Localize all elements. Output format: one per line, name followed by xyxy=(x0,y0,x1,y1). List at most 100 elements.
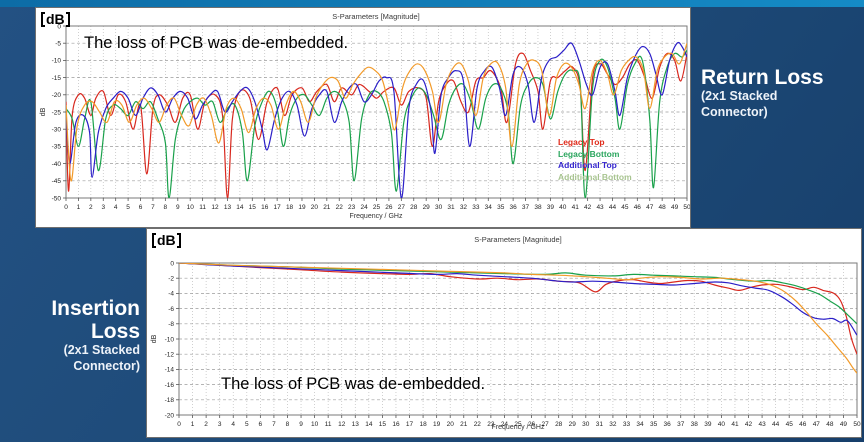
svg-text:13: 13 xyxy=(224,204,232,211)
svg-text:10: 10 xyxy=(187,204,195,211)
svg-text:-50: -50 xyxy=(52,195,62,202)
svg-text:0: 0 xyxy=(57,23,61,30)
svg-text:41: 41 xyxy=(731,421,739,428)
svg-text:3: 3 xyxy=(101,204,105,211)
svg-text:37: 37 xyxy=(522,204,530,211)
svg-text:19: 19 xyxy=(433,421,441,428)
return-loss-chart-panel: 0 1 2 3 4 5 6 7 8 9 10 11 12 13 14 15 16 17 18 19 20 21 22 23 24… xyxy=(35,7,691,228)
insertion-loss-chart-panel: 0 1 2 3 4 5 6 7 8 9 10 11 12 13 14 15 16 17 18 19 20 21 22 23 24… xyxy=(146,228,862,438)
svg-text:15: 15 xyxy=(249,204,257,211)
svg-text:6: 6 xyxy=(259,421,263,428)
svg-text:14: 14 xyxy=(236,204,244,211)
svg-text:44: 44 xyxy=(772,421,780,428)
svg-text:42: 42 xyxy=(745,421,753,428)
svg-text:0: 0 xyxy=(170,260,174,267)
right-bracket-glyph xyxy=(65,11,70,27)
svg-text:45: 45 xyxy=(621,204,629,211)
svg-text:47: 47 xyxy=(646,204,654,211)
right-bracket-glyph xyxy=(176,232,181,248)
series-additional-top xyxy=(179,263,857,336)
svg-text:31: 31 xyxy=(447,204,455,211)
x-axis-label: Frequency / GHz xyxy=(349,213,403,220)
legend: Legacy Top Legacy Bottom Additional Top Add… xyxy=(558,137,632,183)
svg-text:45: 45 xyxy=(786,421,794,428)
svg-text:32: 32 xyxy=(609,421,617,428)
svg-text:36: 36 xyxy=(510,204,518,211)
svg-text:48: 48 xyxy=(826,421,834,428)
svg-text:6: 6 xyxy=(139,204,143,211)
svg-text:-15: -15 xyxy=(52,75,62,82)
svg-text:8: 8 xyxy=(286,421,290,428)
svg-text:-10: -10 xyxy=(52,58,62,65)
deembed-annotation: The loss of PCB was de-embedded. xyxy=(221,375,486,393)
db-corner-label: dB xyxy=(41,11,70,27)
series-legacy-top xyxy=(66,52,687,198)
svg-text:3: 3 xyxy=(218,421,222,428)
legend-item: Additional Top xyxy=(558,160,617,170)
svg-text:28: 28 xyxy=(410,204,418,211)
svg-text:12: 12 xyxy=(211,204,219,211)
insertion-loss-chart: 0 1 2 3 4 5 6 7 8 9 10 11 12 13 14 15 16 17 18 19 20 21 22 23 24… xyxy=(151,260,861,428)
svg-text:4: 4 xyxy=(231,421,235,428)
svg-text:43: 43 xyxy=(758,421,766,428)
svg-text:12: 12 xyxy=(338,421,346,428)
svg-text:36: 36 xyxy=(664,421,672,428)
svg-text:0: 0 xyxy=(177,421,181,428)
svg-text:23: 23 xyxy=(487,421,495,428)
svg-text:43: 43 xyxy=(596,204,604,211)
svg-text:46: 46 xyxy=(634,204,642,211)
insertion-loss-title: Insertion Loss xyxy=(51,297,140,344)
svg-text:-20: -20 xyxy=(52,92,62,99)
svg-text:34: 34 xyxy=(636,421,644,428)
series-legacy-bottom xyxy=(66,49,687,198)
legend-item: Legacy Top xyxy=(558,137,605,147)
svg-text:28: 28 xyxy=(555,421,563,428)
svg-text:13: 13 xyxy=(352,421,360,428)
return-loss-subtitle-1: (2x1 Stacked xyxy=(701,89,778,104)
svg-text:39: 39 xyxy=(547,204,555,211)
svg-text:16: 16 xyxy=(392,421,400,428)
svg-text:44: 44 xyxy=(609,204,617,211)
svg-text:-14: -14 xyxy=(165,367,175,374)
svg-text:27: 27 xyxy=(542,421,550,428)
svg-text:8: 8 xyxy=(164,204,168,211)
svg-text:4: 4 xyxy=(114,204,118,211)
svg-text:46: 46 xyxy=(799,421,807,428)
return-loss-label-block: Return Loss (2x1 Stacked Connector) xyxy=(701,66,824,120)
left-bracket-glyph xyxy=(41,11,45,27)
svg-text:-4: -4 xyxy=(168,291,174,298)
svg-text:18: 18 xyxy=(419,421,427,428)
insertion-loss-subtitle-2: Connector) xyxy=(73,358,140,373)
svg-text:50: 50 xyxy=(853,421,861,428)
series-legacy-bottom xyxy=(179,263,857,325)
svg-text:-10: -10 xyxy=(165,336,175,343)
svg-text:19: 19 xyxy=(298,204,306,211)
svg-text:-45: -45 xyxy=(52,178,62,185)
svg-text:24: 24 xyxy=(360,204,368,211)
svg-text:20: 20 xyxy=(311,204,319,211)
svg-text:0: 0 xyxy=(64,204,68,211)
svg-text:48: 48 xyxy=(659,204,667,211)
svg-text:33: 33 xyxy=(623,421,631,428)
svg-text:26: 26 xyxy=(528,421,536,428)
svg-text:35: 35 xyxy=(497,204,505,211)
db-corner-text: dB xyxy=(157,232,176,248)
svg-text:35: 35 xyxy=(650,421,658,428)
insertion-loss-label-block: Insertion Loss (2x1 Stacked Connector) xyxy=(0,297,140,374)
svg-text:10: 10 xyxy=(311,421,319,428)
svg-text:30: 30 xyxy=(582,421,590,428)
chart-title: S-Parameters [Magnitude] xyxy=(474,235,562,244)
svg-text:-25: -25 xyxy=(52,109,62,116)
deembed-annotation: The loss of PCB was de-embedded. xyxy=(84,34,349,52)
db-corner-text: dB xyxy=(46,11,65,27)
svg-text:39: 39 xyxy=(704,421,712,428)
return-loss-chart: 0 1 2 3 4 5 6 7 8 9 10 11 12 13 14 15 16 17 18 19 20 21 22 23 24… xyxy=(40,23,690,211)
svg-text:22: 22 xyxy=(474,421,482,428)
svg-text:23: 23 xyxy=(348,204,356,211)
svg-text:15: 15 xyxy=(379,421,387,428)
svg-text:22: 22 xyxy=(336,204,344,211)
svg-text:38: 38 xyxy=(534,204,542,211)
svg-text:7: 7 xyxy=(272,421,276,428)
svg-text:27: 27 xyxy=(398,204,406,211)
svg-text:-40: -40 xyxy=(52,161,62,168)
